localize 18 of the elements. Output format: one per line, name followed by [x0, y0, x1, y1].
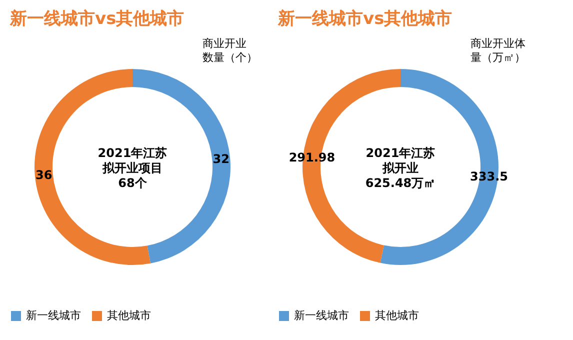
text: 68个	[118, 176, 148, 190]
legend-label: 其他城市	[375, 309, 419, 322]
text: 2021年江苏	[98, 146, 168, 160]
text: 商业开业体	[470, 37, 526, 50]
text: 量（万㎡）	[470, 51, 526, 64]
text: 商业开业	[202, 37, 246, 50]
data-label: 32	[212, 152, 230, 166]
text: 2021年江苏	[366, 146, 436, 160]
text: 数量（个）	[202, 51, 258, 64]
text: 拟开业项目	[102, 161, 162, 175]
text: 拟开业	[382, 161, 418, 175]
legend-label: 新一线城市	[294, 309, 349, 322]
data-label: 36	[36, 168, 52, 182]
chart-title: 新一线城市vs其他城市	[277, 9, 452, 29]
chart-title: 新一线城市vs其他城市	[9, 9, 184, 29]
legend-label: 其他城市	[107, 309, 151, 322]
text: 625.48万㎡	[365, 176, 436, 190]
legend-label: 新一线城市	[26, 309, 81, 322]
